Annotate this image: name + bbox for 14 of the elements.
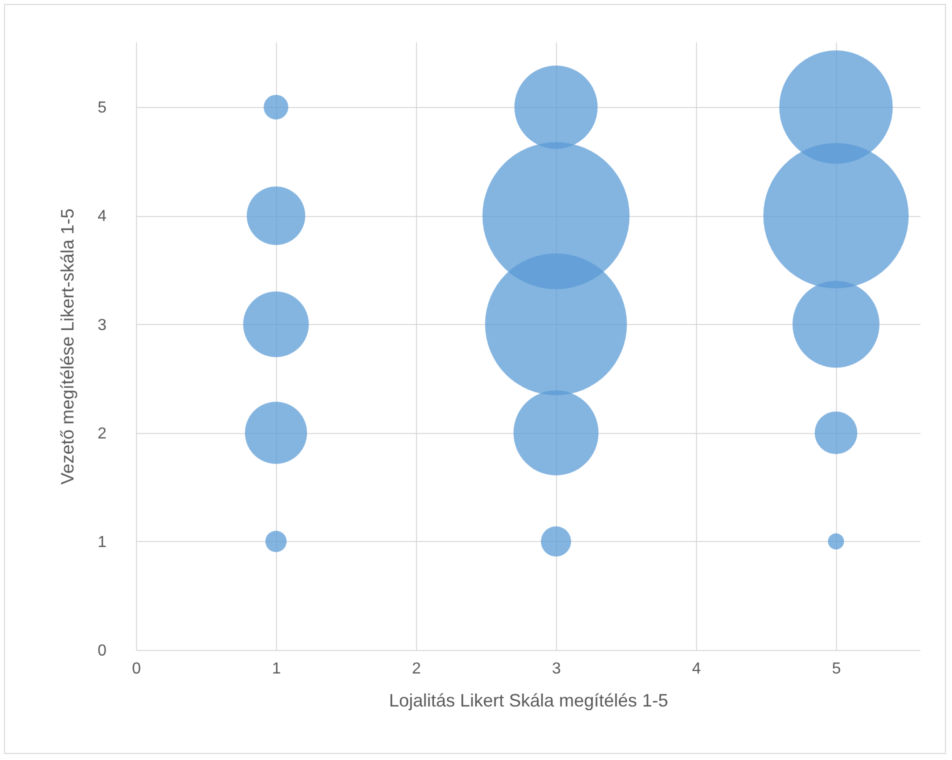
x-tick-label: 2 <box>412 660 422 678</box>
x-tick-label: 1 <box>272 660 282 678</box>
y-tick-label: 4 <box>98 208 107 226</box>
y-tick-label: 3 <box>98 316 107 334</box>
x-axis-title: Lojalitás Likert Skála megítélés 1-5 <box>388 690 668 710</box>
x-tick-label: 5 <box>832 660 842 678</box>
x-tick-label: 4 <box>692 660 702 678</box>
y-tick-label: 0 <box>98 642 107 660</box>
y-tick-label: 2 <box>98 425 107 442</box>
x-tick-label: 0 <box>132 660 142 678</box>
y-tick-label: 5 <box>98 100 107 117</box>
y-tick-label: 1 <box>98 534 107 551</box>
x-tick-label: 3 <box>552 660 562 678</box>
y-axis-title: Vezető megítélése Likert-skála 1-5 <box>58 208 78 485</box>
